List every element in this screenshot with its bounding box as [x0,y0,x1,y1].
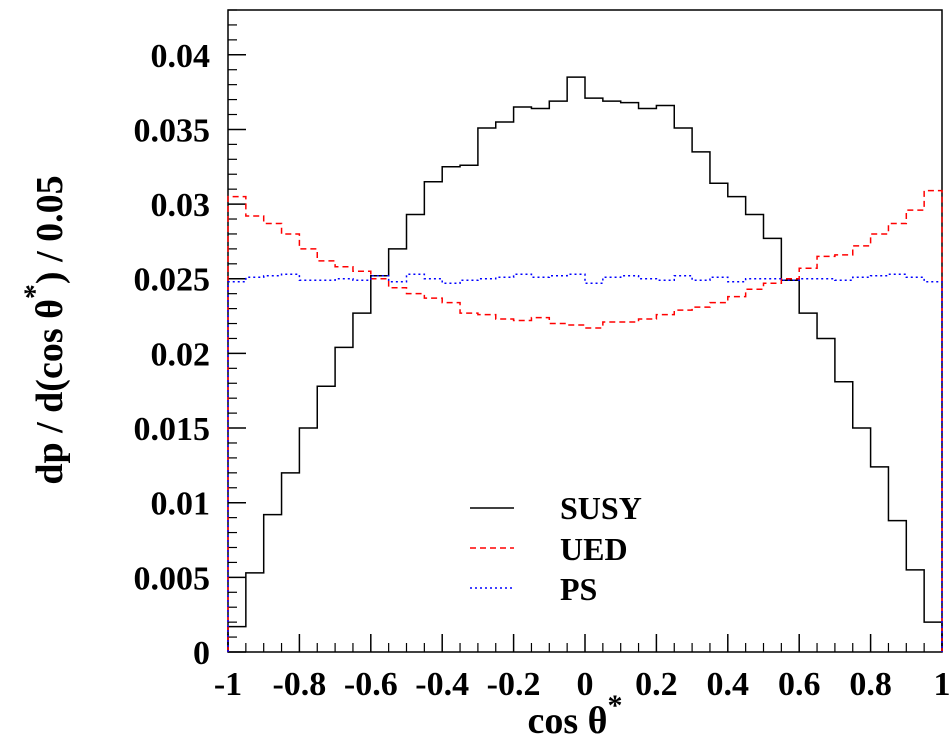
y-axis-title-tail: ) / 0.05 [29,175,71,284]
x-axis-title-main: cos θ [528,700,608,740]
x-tick-label: -0.4 [415,666,469,703]
x-tick-label: 0.6 [778,666,821,703]
y-tick-label: 0.01 [151,486,211,523]
y-tick-label: 0.005 [134,560,211,597]
x-axis-ticks [227,634,943,652]
series-layer [227,76,943,652]
x-tick-label: 0.2 [635,666,678,703]
legend-label-ps: PS [560,571,597,607]
y-tick-label: 0.025 [134,262,211,299]
series-ps-line [227,273,943,652]
x-axis-title: cos θ* [528,689,623,740]
x-axis-tick-labels: -1 -0.8 -0.6 -0.4 -0.2 0 0.2 0.4 0.6 0.8 1 [214,666,951,703]
legend-label-susy: SUSY [560,490,642,526]
y-tick-label: 0 [193,635,210,672]
legend: SUSY UED PS [470,490,642,607]
x-tick-label: 0 [577,666,594,703]
y-tick-label: 0.03 [151,187,211,224]
y-tick-label: 0.035 [134,112,211,149]
x-tick-label: -1 [214,666,242,703]
x-axis-title-superscript: * [608,689,623,722]
x-tick-label: -0.8 [272,666,326,703]
x-tick-label: 1 [934,666,951,703]
y-axis-title-superscript: * [18,284,51,299]
x-tick-label: -0.2 [487,666,541,703]
x-tick-label: 0.4 [707,666,750,703]
y-axis-title: dp / d(cos θ*) / 0.05 [18,175,71,484]
series-susy-line [227,76,943,652]
series-ued-line [227,189,943,652]
x-tick-label: 0.8 [849,666,892,703]
y-tick-label: 0.04 [151,38,211,75]
y-axis-ticks [228,9,246,653]
y-axis-tick-labels: 0 0.005 0.01 0.015 0.02 0.025 0.03 0.035 0.04 [134,38,211,672]
legend-label-ued: UED [560,531,628,567]
y-tick-label: 0.015 [134,411,211,448]
y-tick-label: 0.02 [151,336,211,373]
y-axis-title-main: dp / d(cos θ [29,299,71,485]
x-tick-label: -0.6 [344,666,398,703]
